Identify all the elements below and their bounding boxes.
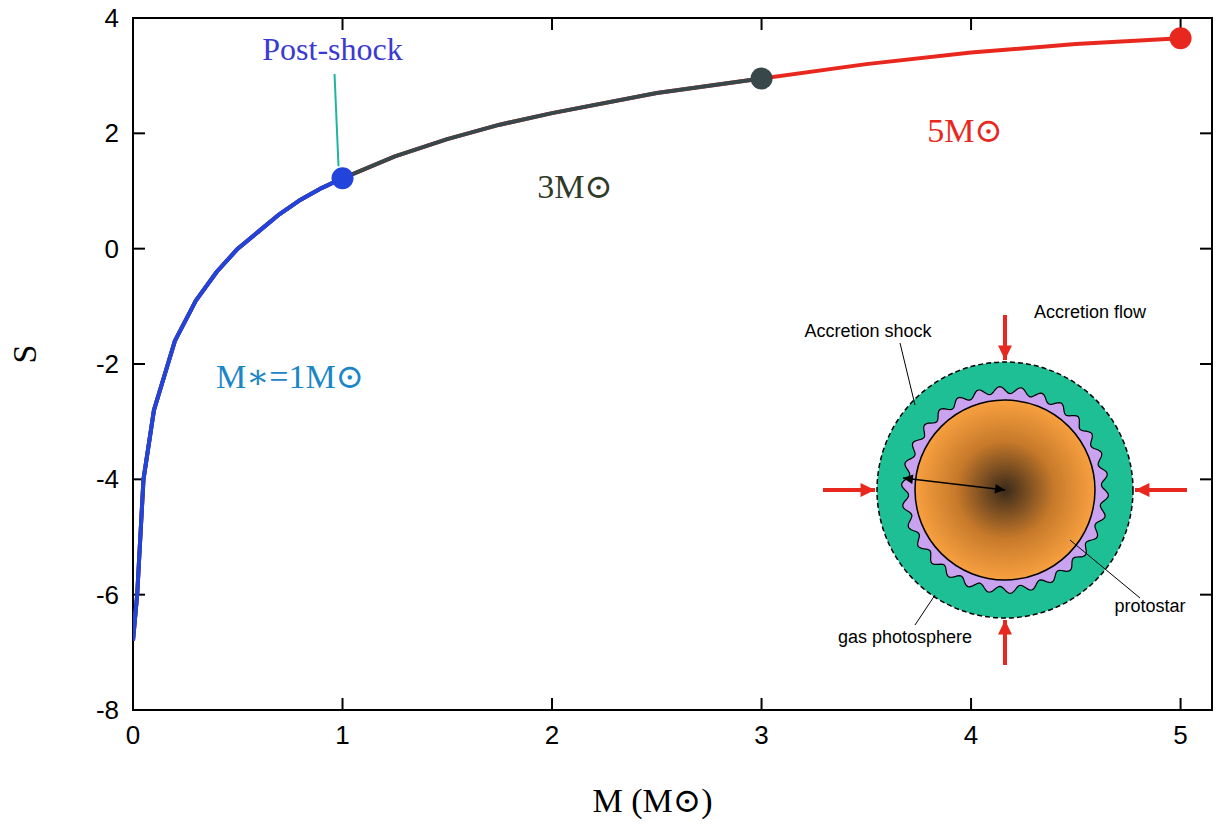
accretion-shock (902, 387, 1109, 594)
x-tick (132, 18, 134, 30)
leader-line (900, 343, 915, 405)
series-label: 5M⊙ (927, 112, 1003, 149)
end-marker (332, 167, 354, 189)
y-tick-label: 2 (105, 118, 119, 148)
x-tick (132, 698, 134, 710)
y-tick-label: -4 (96, 464, 119, 494)
y-tick (1200, 709, 1212, 711)
x-tick (551, 18, 553, 30)
chart: 012345-8-6-4-2024M (M⊙)SAccretion shockA… (0, 0, 1230, 832)
x-tick-label: 1 (335, 720, 349, 750)
x-tick-label: 0 (126, 720, 140, 750)
x-tick (761, 18, 763, 30)
series-label: M∗=1M⊙ (216, 358, 364, 395)
protostar (915, 400, 1095, 580)
y-tick-label: -6 (96, 580, 119, 610)
end-marker (751, 68, 773, 90)
inset-label: gas photosphere (838, 627, 972, 647)
leader-line (915, 595, 935, 625)
y-tick (133, 248, 145, 250)
annotation-leader (335, 74, 339, 166)
arrow-head (1135, 483, 1149, 497)
x-tick (970, 698, 972, 710)
leader-line (1070, 540, 1140, 598)
y-tick (1200, 132, 1212, 134)
x-tick-label: 2 (545, 720, 559, 750)
y-tick (1200, 478, 1212, 480)
annotation: Post-shock (262, 31, 402, 67)
y-tick-label: 0 (105, 234, 119, 264)
inset-label: protostar (1114, 596, 1185, 616)
series-label: 3M⊙ (537, 168, 613, 205)
series-line (133, 38, 1181, 641)
inset-diagram: Accretion shock Accretion flow gas photosp… (804, 302, 1187, 665)
x-tick (1180, 698, 1182, 710)
series-group (133, 27, 1192, 641)
y-tick (1200, 17, 1212, 19)
y-tick-label: -2 (96, 349, 119, 379)
arrow-head (998, 346, 1012, 360)
y-tick (133, 17, 145, 19)
arrow-head (998, 620, 1012, 634)
y-tick-label: 4 (105, 3, 119, 33)
x-tick (551, 698, 553, 710)
arrow-head (861, 483, 875, 497)
gas-photosphere (877, 362, 1133, 618)
inset-label: Accretion shock (804, 321, 932, 341)
y-tick (133, 709, 145, 711)
x-axis-title: M (M⊙) (592, 782, 712, 820)
series-line (133, 79, 762, 641)
x-tick (970, 18, 972, 30)
y-tick (1200, 363, 1212, 365)
x-tick (342, 698, 344, 710)
x-tick-label: 4 (964, 720, 978, 750)
y-tick (1200, 248, 1212, 250)
y-axis-title: S (6, 345, 43, 364)
arrow-head (995, 484, 1005, 494)
series-line (133, 178, 343, 640)
y-tick (1200, 594, 1212, 596)
arrow (903, 478, 1005, 490)
y-tick (133, 363, 145, 365)
plot-frame (133, 18, 1212, 710)
x-tick-label: 5 (1173, 720, 1187, 750)
x-tick-label: 3 (754, 720, 768, 750)
arrow-head (903, 474, 913, 484)
end-marker (1170, 27, 1192, 49)
x-tick (342, 18, 344, 30)
x-tick (761, 698, 763, 710)
y-tick (133, 132, 145, 134)
y-tick-label: -8 (96, 695, 119, 725)
inset-label: Accretion flow (1034, 302, 1147, 322)
